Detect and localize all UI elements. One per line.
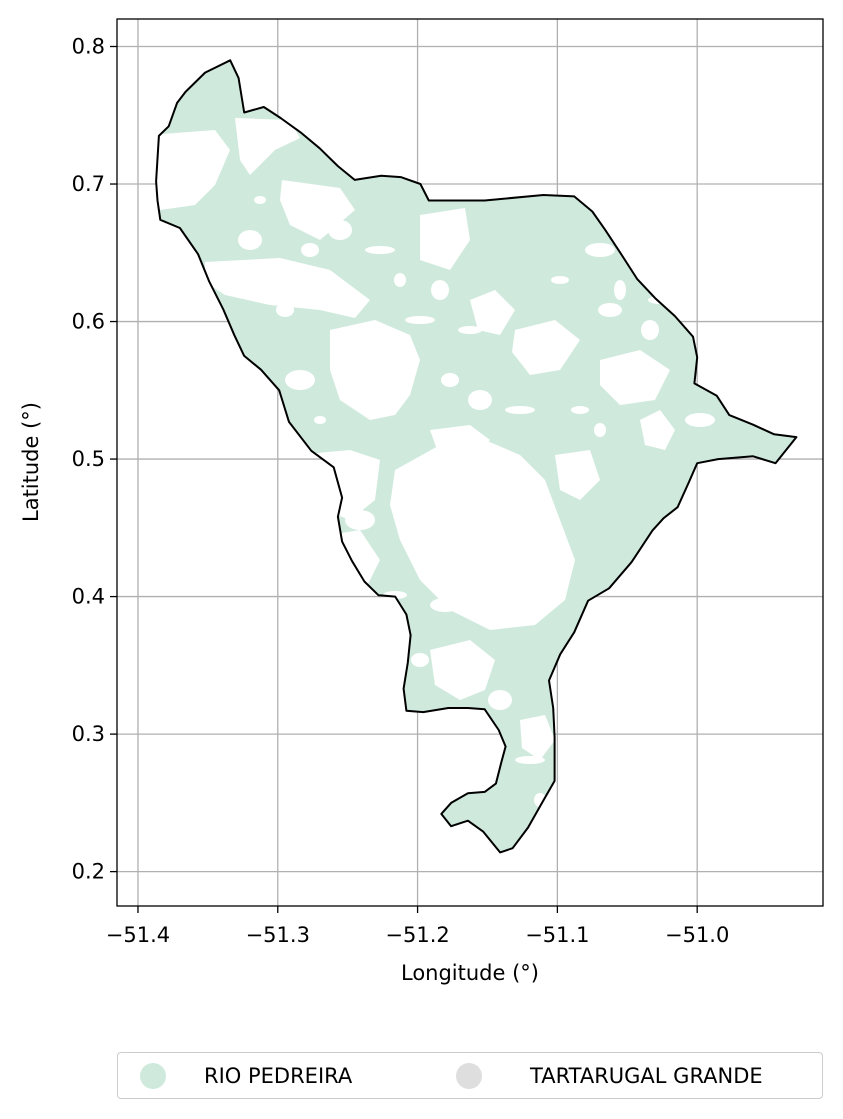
non-forest-speck — [365, 246, 395, 254]
y-tick-label: 0.5 — [72, 447, 105, 471]
non-forest-speck — [394, 273, 406, 287]
non-forest-speck — [301, 243, 319, 257]
non-forest-speck — [405, 316, 435, 324]
map-figure: −51.4 −51.3 −51.2 −51.1 −51.0 0.2 0.3 0.4 0.5 0.6… — [19, 18, 824, 985]
non-forest-patch — [430, 640, 495, 700]
non-forest-speck — [594, 423, 606, 437]
non-forest-speck — [411, 653, 429, 667]
x-axis-label: Longitude (°) — [401, 961, 539, 985]
non-forest-speck — [338, 353, 362, 367]
non-forest-speck — [515, 756, 545, 764]
non-forest-speck — [488, 690, 512, 710]
non-forest-patch — [555, 450, 600, 500]
x-tick-label: −51.2 — [385, 923, 449, 947]
y-tick-label: 0.6 — [72, 310, 105, 334]
non-forest-speck — [468, 390, 492, 410]
non-forest-speck — [431, 280, 449, 300]
non-forest-patch — [330, 320, 420, 420]
non-forest-speck — [328, 220, 352, 240]
non-forest-patch — [205, 258, 370, 318]
non-forest-speck — [571, 406, 589, 414]
x-tick-label: −51.0 — [665, 923, 729, 947]
non-forest-patch — [520, 715, 555, 760]
non-forest-patch — [600, 350, 670, 405]
y-tick-label: 0.8 — [72, 35, 105, 59]
legend-label-rio-pedreira: RIO PEDREIRA — [204, 1063, 353, 1088]
municipality-boundary — [155, 59, 798, 854]
non-forest-speck — [598, 303, 622, 317]
y-tick-label: 0.4 — [72, 585, 105, 609]
rio-pedreira-swatch — [140, 1062, 166, 1089]
non-forest-speck — [441, 373, 459, 387]
non-forest-speck — [461, 710, 479, 730]
non-forest-speck — [455, 570, 485, 590]
plot-frame — [116, 18, 824, 907]
non-forest-patch — [156, 130, 230, 210]
tartarugal-grande-swatch — [456, 1062, 482, 1089]
non-forest-speck — [314, 416, 326, 424]
non-forest-speck — [421, 536, 439, 544]
legend-entry-tartarugal-grande: TARTARUGAL GRANDE — [456, 1053, 763, 1098]
non-forest-speck — [238, 230, 262, 250]
non-forest-speck — [285, 370, 315, 390]
non-forest-speck — [345, 510, 375, 530]
x-tick-label: −51.4 — [106, 923, 170, 947]
y-axis-label: Latitude (°) — [19, 402, 43, 522]
non-forest-speck — [494, 595, 506, 615]
non-forest-speck — [505, 406, 535, 414]
non-forest-speck — [276, 303, 294, 317]
x-tick-label: −51.3 — [246, 923, 310, 947]
legend: RIO PEDREIRA TARTARUGAL GRANDE — [117, 1052, 823, 1099]
non-forest-patch — [470, 290, 515, 335]
non-forest-patch — [430, 425, 490, 460]
non-forest-speck — [551, 276, 569, 284]
non-forest-speck — [585, 243, 615, 257]
non-forest-patch — [512, 320, 580, 375]
non-forest-speck — [508, 553, 532, 567]
non-forest-speck — [254, 196, 266, 204]
legend-label-tartarugal-grande: TARTARUGAL GRANDE — [530, 1063, 763, 1088]
non-forest-patch — [640, 410, 675, 450]
y-tick-label: 0.7 — [72, 172, 105, 196]
non-forest-speck — [685, 413, 715, 427]
axis-ticks: −51.4 −51.3 −51.2 −51.1 −51.0 0.2 0.3 0.4 0.5 0.6… — [72, 35, 730, 947]
non-forest-speck — [404, 490, 416, 510]
non-forest-patch — [235, 118, 300, 175]
legend-entry-rio-pedreira: RIO PEDREIRA — [140, 1053, 352, 1098]
non-forest-speck — [458, 326, 482, 334]
non-forest-speck — [374, 616, 386, 624]
non-forest-patch — [390, 440, 575, 630]
non-forest-speck — [641, 320, 659, 340]
x-tick-label: −51.1 — [525, 923, 589, 947]
non-forest-speck — [430, 598, 460, 612]
non-forest-speck — [324, 456, 336, 464]
non-forest-patch — [420, 208, 470, 270]
y-tick-label: 0.2 — [72, 860, 105, 884]
y-tick-label: 0.3 — [72, 722, 105, 746]
non-forest-speck — [614, 280, 626, 300]
